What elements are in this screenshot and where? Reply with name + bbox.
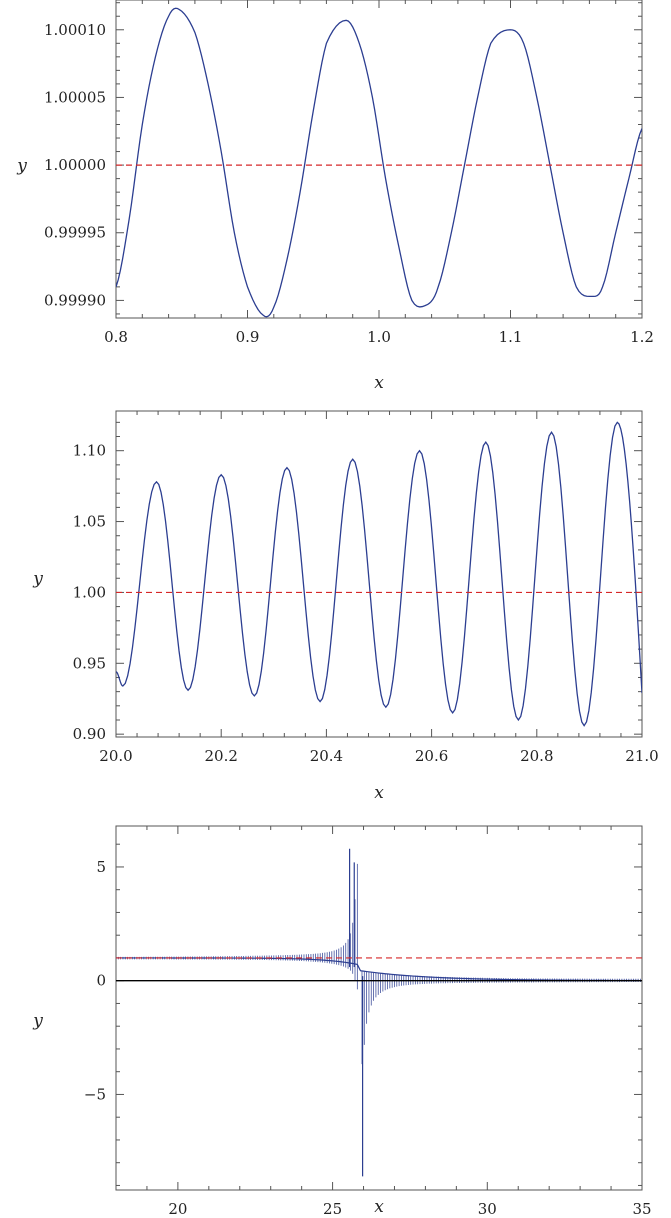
y-tick-label: 1.00 [73, 583, 106, 601]
plot-frame-1 [115, 0, 643, 319]
x-tick-label: 20.2 [204, 747, 237, 765]
data-baseline-curve [116, 957, 639, 982]
y-tick-label: −5 [84, 1085, 106, 1103]
y-tick-label: 0.90 [73, 725, 106, 743]
panel-1: 0.8 0.9 1.0 1.1 1.2 0.99990 0.99995 1.00000 1.00… [16, 0, 654, 393]
y-tick-label: 1.00010 [44, 21, 106, 39]
tick-labels-3: 20 25 30 35 −5 0 5 [84, 858, 652, 1218]
y-axis-label-3: y [32, 1011, 43, 1031]
y-tick-label: 1.00000 [44, 156, 106, 174]
x-tick-label: 0.8 [104, 328, 128, 346]
plot-frame-2 [115, 410, 643, 738]
panel-2: 20.0 20.2 20.4 20.6 20.8 21.0 0.90 0.95 1.00 1.05… [32, 410, 659, 803]
x-tick-label: 35 [632, 1200, 651, 1218]
ticks-2 [115, 411, 643, 737]
x-tick-label: 20 [168, 1200, 187, 1218]
x-tick-label: 1.2 [630, 328, 654, 346]
panel-3: 20 25 30 35 −5 0 5 x y [32, 825, 652, 1218]
x-tick-label: 20.0 [99, 747, 132, 765]
y-tick-label: 1.00005 [44, 88, 106, 106]
x-axis-label-1: x [374, 373, 384, 393]
x-tick-label: 0.9 [236, 328, 260, 346]
x-tick-label: 1.1 [499, 328, 523, 346]
marks-2 [116, 421, 642, 727]
x-tick-label: 1.0 [367, 328, 391, 346]
y-tick-label: 0.99990 [44, 291, 106, 309]
x-axis-label-3: x [374, 1197, 384, 1217]
y-axis-label-1: y [16, 156, 27, 176]
x-tick-label: 20.6 [415, 747, 448, 765]
x-tick-label: 30 [478, 1200, 497, 1218]
x-tick-label: 21.0 [625, 747, 658, 765]
x-tick-label: 20.4 [310, 747, 343, 765]
y-tick-label: 0.99995 [44, 224, 106, 242]
data-oscillation-spikes [116, 863, 641, 1065]
marks-3 [116, 848, 642, 1177]
y-tick-label: 1.05 [73, 513, 106, 531]
x-tick-label: 20.8 [520, 747, 553, 765]
plot-frame-3 [115, 825, 643, 1191]
ticks-3 [116, 826, 643, 1190]
ticks-1 [115, 0, 643, 318]
y-axis-label-2: y [32, 569, 43, 589]
y-tick-label: 5 [96, 858, 106, 876]
y-tick-label: 0 [96, 972, 106, 990]
tick-labels-2: 20.0 20.2 20.4 20.6 20.8 21.0 0.90 0.95 1.00 1.05… [73, 442, 659, 765]
data-curve [116, 7, 642, 318]
y-tick-label: 0.95 [73, 654, 106, 672]
marks-1 [116, 7, 642, 318]
x-axis-label-2: x [374, 783, 384, 803]
data-curve [116, 421, 642, 727]
y-tick-label: 1.10 [73, 442, 106, 460]
x-tick-label: 25 [323, 1200, 342, 1218]
tick-labels-1: 0.8 0.9 1.0 1.1 1.2 0.99990 0.99995 1.00000 1.00… [44, 21, 654, 346]
